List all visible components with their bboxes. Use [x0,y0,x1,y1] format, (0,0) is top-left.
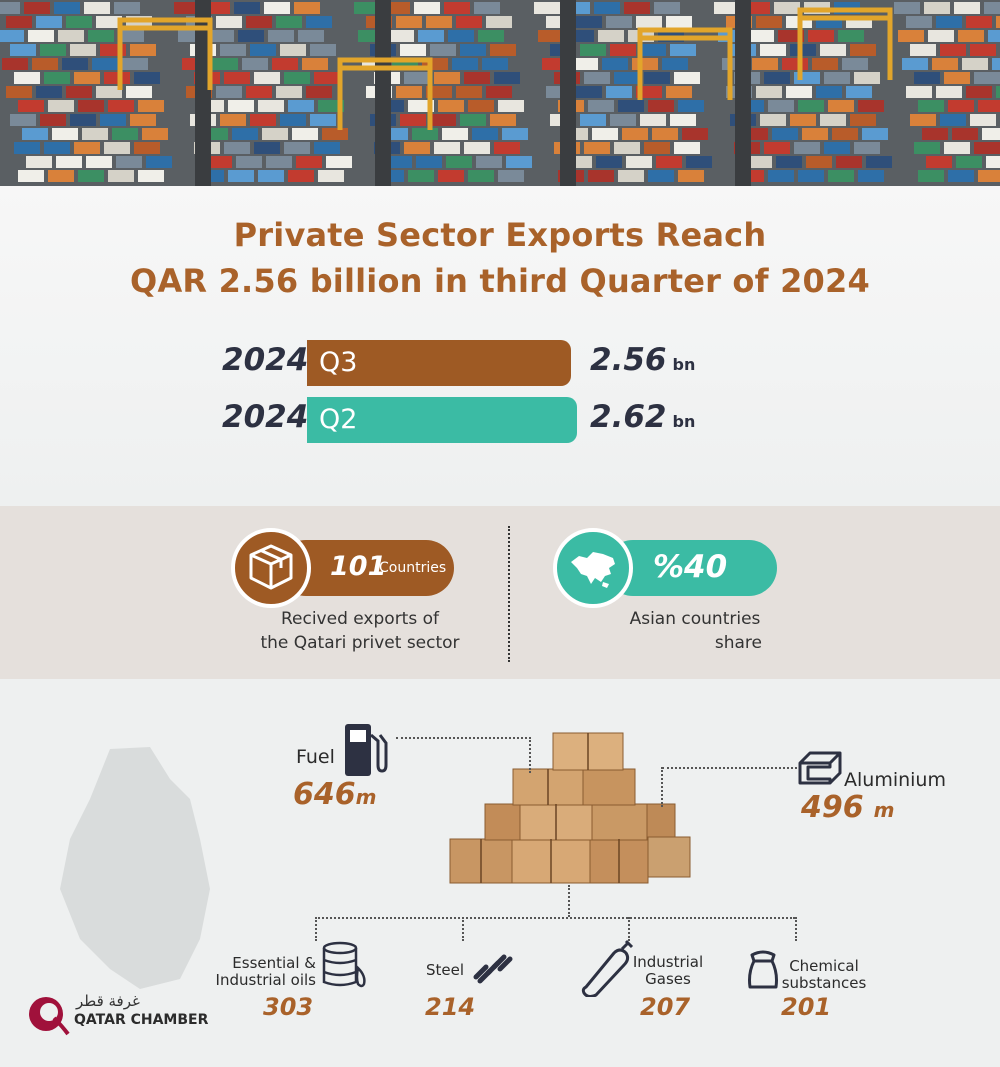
oil-barrel-icon [322,941,366,988]
steel-value: 214 [425,993,476,1021]
title-line-2: QAR 2.56 billion in third Quarter of 202… [130,262,870,300]
box-icon [231,528,311,608]
steel-label: Steel [426,961,465,979]
connector-aluminium-down [661,767,663,807]
chemical-label: Chemical substances [781,957,867,992]
sack-icon [748,950,778,989]
fuel-value: 646m [293,777,377,812]
hero-container-port-image [0,0,1000,186]
asia-pill: %40 [605,540,777,596]
connector-fuel [396,737,531,739]
cardboard-boxes-image [449,732,691,884]
oils-value: 303 [263,993,314,1021]
connector-center [568,885,570,917]
bar-q3: Q3 [307,340,571,386]
connector-oils [315,917,317,941]
logo-arabic: غرفة قطر [76,992,140,1010]
bar-q3-label: Q3 [319,347,358,378]
gases-value: 207 [640,993,691,1021]
asia-caption: Asian countries share [629,609,762,653]
fuel-label: Fuel [296,746,335,768]
connector-chemical [795,917,797,941]
qatar-chamber-logo-mark [29,997,70,1036]
asia-number: %40 [653,549,728,585]
connector-fuel-down [529,737,531,773]
gases-label: Industrial Gases [632,953,704,988]
connector-steel [462,917,464,941]
bar-q3-unit: bn [672,355,696,374]
countries-caption: Recived exports of the Qatari privet sec… [260,609,460,653]
qatar-map-dots [60,747,210,989]
products-section: Fuel 646m Aluminium 496 m Essential & Ind… [0,679,1000,1067]
aluminium-beam-icon [798,751,842,785]
connector-bottom [315,917,795,919]
countries-unit: Countries [379,560,447,576]
chemical-value: 201 [781,993,832,1021]
chain-icon [473,954,513,984]
oils-label: Essential & Industrial oils [215,954,316,989]
aluminium-label: Aluminium [844,769,946,791]
connector-gases [628,917,630,941]
bar-q2-year: 2024 [222,399,309,435]
bar-q3-value: 2.56 bn [590,342,696,378]
title-section: Private Sector Exports Reach QAR 2.56 bi… [0,186,1000,506]
countries-number: 101 [330,551,387,582]
aluminium-value: 496 m [801,790,895,825]
logo-english: QATAR CHAMBER [74,1012,209,1028]
asia-map-icon [553,528,633,608]
bar-q3-year: 2024 [222,342,309,378]
connector-aluminium [662,767,797,769]
gas-cylinder-icon [581,939,634,997]
fuel-pump-icon [345,724,388,776]
stats-band: 101 Countries Recived exports of the Qat… [0,506,1000,679]
divider [508,526,510,662]
bar-q2-label: Q2 [319,404,358,435]
bar-q2: Q2 [307,397,577,443]
title-line-1: Private Sector Exports Reach [233,216,767,254]
bar-q2-value: 2.62 bn [590,399,696,435]
countries-pill: 101 Countries [278,540,454,596]
bar-q2-unit: bn [672,412,696,431]
